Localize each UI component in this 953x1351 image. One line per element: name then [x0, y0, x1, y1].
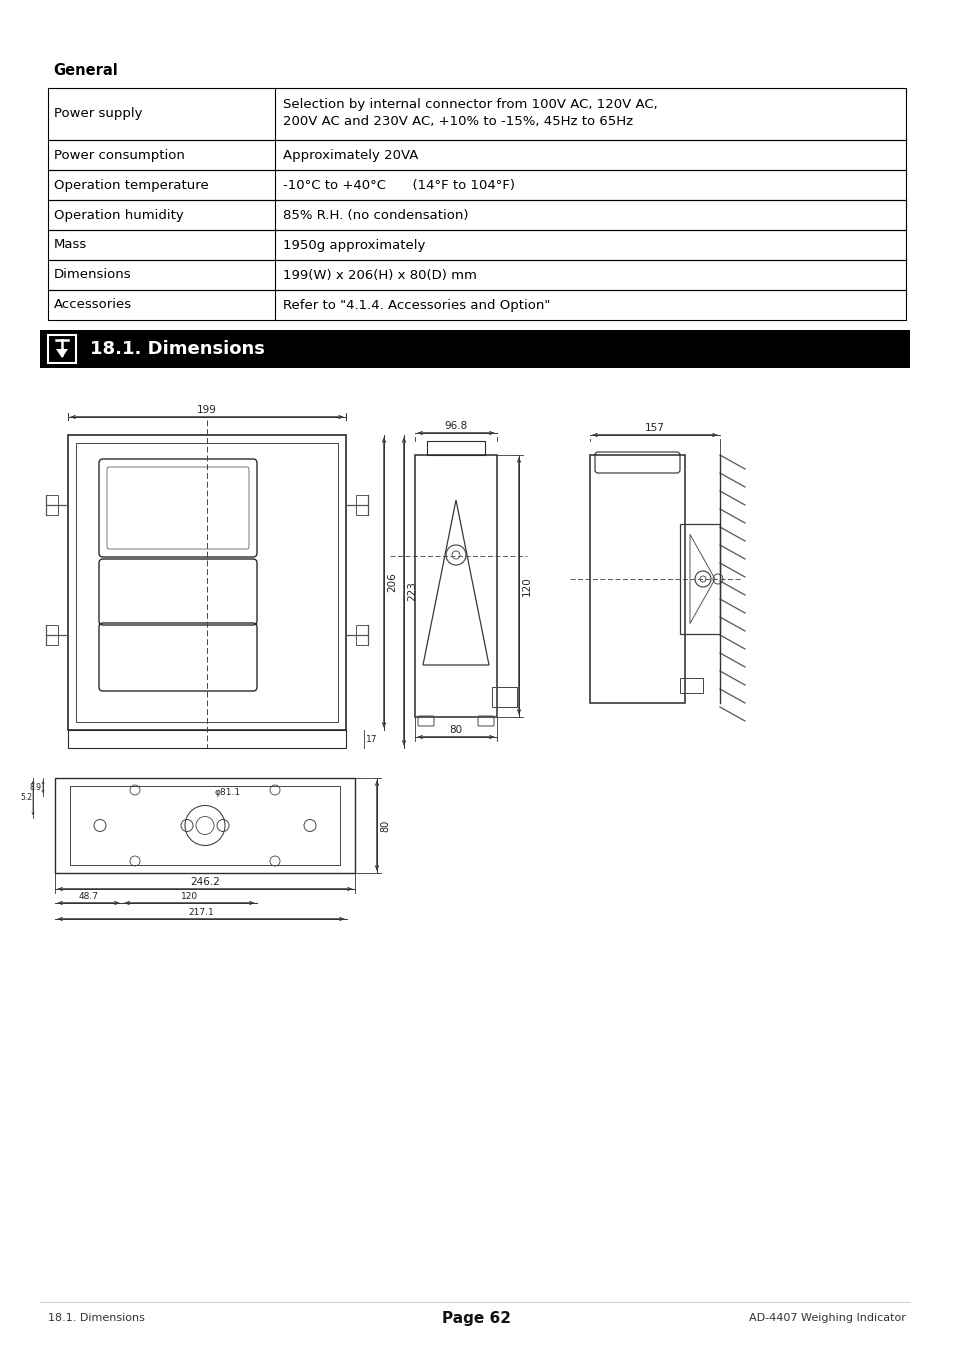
Text: 85% R.H. (no condensation): 85% R.H. (no condensation): [283, 208, 468, 222]
Text: Approximately 20VA: Approximately 20VA: [283, 149, 418, 162]
Text: AD-4407 Weighing Indicator: AD-4407 Weighing Indicator: [748, 1313, 905, 1323]
Text: Selection by internal connector from 100V AC, 120V AC,: Selection by internal connector from 100…: [283, 99, 658, 111]
Text: 200V AC and 230V AC, +10% to -15%, 45Hz to 65Hz: 200V AC and 230V AC, +10% to -15%, 45Hz …: [283, 115, 633, 128]
Text: Refer to "4.1.4. Accessories and Option": Refer to "4.1.4. Accessories and Option": [283, 299, 550, 312]
Text: 80: 80: [449, 725, 462, 735]
Text: 199: 199: [197, 405, 216, 415]
Text: 80: 80: [379, 819, 390, 832]
Text: 18.1. Dimensions: 18.1. Dimensions: [90, 340, 265, 358]
Text: Power consumption: Power consumption: [54, 149, 185, 162]
Text: 1950g approximately: 1950g approximately: [283, 239, 425, 251]
Text: -10°C to +40°C  (14°F to 104°F): -10°C to +40°C (14°F to 104°F): [283, 178, 515, 192]
Text: 5.2: 5.2: [20, 793, 32, 802]
Text: 246.2: 246.2: [190, 877, 220, 888]
Text: 120: 120: [521, 576, 532, 596]
Text: 199(W) x 206(H) x 80(D) mm: 199(W) x 206(H) x 80(D) mm: [283, 269, 476, 281]
Text: Accessories: Accessories: [54, 299, 132, 312]
Text: Dimensions: Dimensions: [54, 269, 132, 281]
Text: 17: 17: [366, 735, 377, 743]
Polygon shape: [40, 330, 909, 367]
Text: Page 62: Page 62: [442, 1310, 511, 1325]
Text: 48.7: 48.7: [78, 892, 98, 901]
Text: Power supply: Power supply: [54, 108, 142, 120]
Text: 96.8: 96.8: [444, 422, 467, 431]
Text: Operation temperature: Operation temperature: [54, 178, 209, 192]
Text: 223: 223: [407, 581, 416, 601]
Text: Mass: Mass: [54, 239, 87, 251]
Polygon shape: [48, 335, 76, 363]
Text: 8.9: 8.9: [30, 782, 42, 792]
Text: 157: 157: [644, 423, 664, 434]
Text: 18.1. Dimensions: 18.1. Dimensions: [48, 1313, 145, 1323]
Text: φ81.1: φ81.1: [214, 788, 241, 797]
Text: General: General: [53, 63, 117, 78]
Polygon shape: [56, 349, 68, 358]
Text: 120: 120: [181, 892, 198, 901]
Text: 206: 206: [387, 573, 396, 592]
Text: Operation humidity: Operation humidity: [54, 208, 184, 222]
Text: 217.1: 217.1: [188, 908, 213, 917]
